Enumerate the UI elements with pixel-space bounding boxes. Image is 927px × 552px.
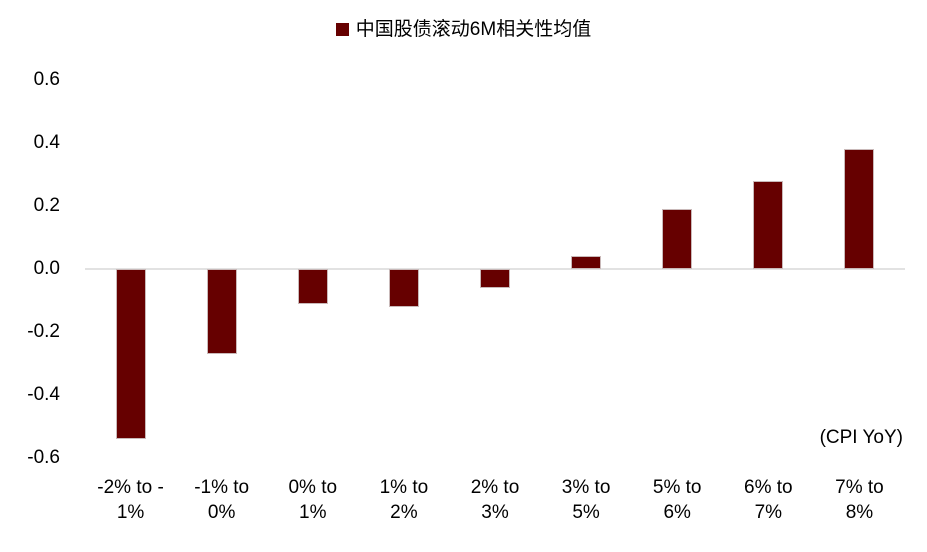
y-axis-tick-label: -0.2 <box>27 321 60 342</box>
x-axis-category-label: -2% to -1% <box>97 477 164 523</box>
bar-5%to6% <box>662 209 693 269</box>
y-axis-tick-label: -0.6 <box>27 447 60 468</box>
bar-0%to1% <box>297 269 328 304</box>
x-axis-category-label: 2% to 3% <box>470 477 520 523</box>
bar-7%to8% <box>844 149 875 269</box>
bar-2%to3% <box>480 269 510 288</box>
legend-marker-square <box>335 23 349 36</box>
y-axis-tick-label: 0.2 <box>33 195 60 216</box>
x-axis-category-label: 6% to 7% <box>744 477 793 523</box>
x-axis-category-label: 5% to 6% <box>652 477 702 523</box>
bar--1%to0% <box>206 269 237 355</box>
y-axis-tick-label: 0.6 <box>33 69 60 90</box>
bar-1%to2% <box>388 269 419 307</box>
x-axis-category-label: 3% to 5% <box>561 477 611 523</box>
bar-6%to7% <box>753 180 784 269</box>
legend: 中国股债滚动6M相关性均值 <box>0 20 927 39</box>
y-axis-tick-label: 0.0 <box>33 258 60 279</box>
x-axis-category-label: 0% to 1% <box>288 477 338 523</box>
plot-area: 0.6 0.4 0.2 0.0 -0.2 -0.4 -0.6 -2% to -1% -1% to… <box>27 69 905 523</box>
x-axis-unit-annotation: (CPI YoY) <box>819 427 903 448</box>
legend-label: 中国股债滚动6M相关性均值 <box>355 19 592 40</box>
bar-3%to5% <box>571 256 602 269</box>
bar--2%to-1% <box>115 269 146 440</box>
y-axis-tick-label: 0.4 <box>33 132 60 153</box>
y-axis-tick-label: -0.4 <box>27 384 60 405</box>
x-axis-category-label: -1% to 0% <box>194 477 250 523</box>
x-axis-category-label: 7% to 8% <box>835 477 884 523</box>
x-axis-category-label: 1% to 2% <box>379 477 429 523</box>
